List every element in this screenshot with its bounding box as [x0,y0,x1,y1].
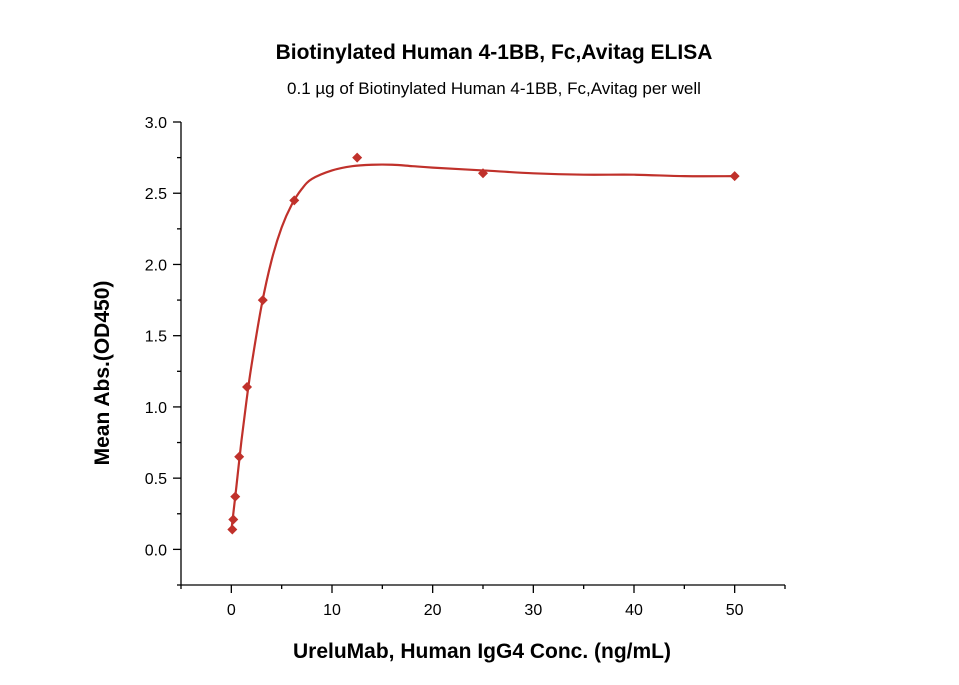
x-tick-label: 20 [424,602,442,619]
x-axis-label: UreluMab, Human IgG4 Conc. (ng/mL) [293,640,671,663]
data-point-marker [352,152,363,163]
y-tick-label: 2.5 [145,186,167,203]
data-point-marker [729,171,740,182]
data-points [227,152,740,535]
y-tick-label: 2.0 [145,257,167,274]
axes: 0.0 0.5 1.0 1.5 2.0 2.5 3.0 0 10 20 30 40 50 [145,115,786,619]
x-tick-label: 40 [625,602,643,619]
data-point-marker [242,381,253,392]
data-point-marker [257,295,268,306]
x-tick-label: 10 [323,602,341,619]
chart-title: Biotinylated Human 4-1BB, Fc,Avitag ELIS… [276,41,713,64]
data-point-marker [230,491,241,502]
x-tick-label: 50 [726,602,744,619]
y-tick-label: 1.5 [145,329,167,346]
data-point-marker [228,514,239,525]
y-axis-label: Mean Abs.(OD450) [91,281,114,466]
y-tick-label: 0.5 [145,471,167,488]
x-tick-label: 0 [227,602,236,619]
y-tick-label: 3.0 [145,115,167,132]
fit-curve-line [230,163,735,531]
data-point-marker [227,524,238,535]
x-tick-label: 30 [524,602,542,619]
data-point-marker [289,195,300,206]
fit-curve-layer [230,163,735,531]
data-point-marker [478,168,488,179]
y-tick-label: 0.0 [145,542,167,559]
y-tick-label: 1.0 [145,400,167,417]
chart-subtitle: 0.1 µg of Biotinylated Human 4-1BB, Fc,A… [287,79,701,98]
data-point-marker [234,451,245,462]
